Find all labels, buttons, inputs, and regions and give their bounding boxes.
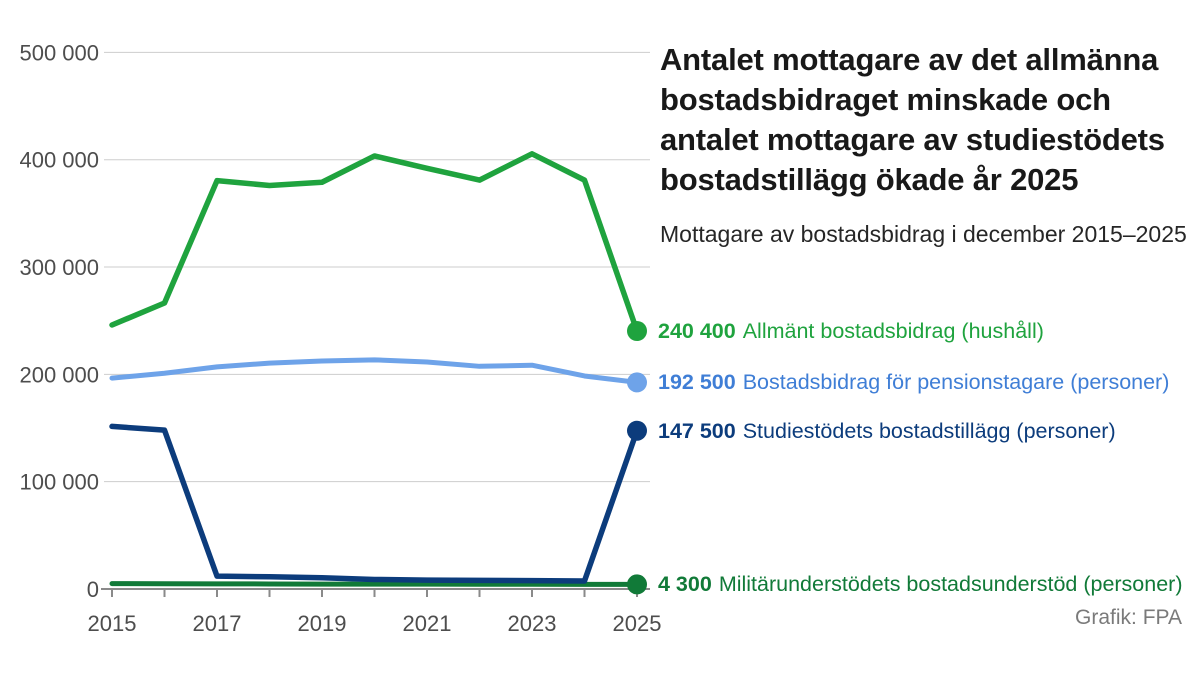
x-tick-label: 2017 [193,611,242,636]
credit: Grafik: FPA [1075,606,1182,629]
title-line: bostadsbidraget minskade och [660,82,1111,117]
legend-label: Studiestödets bostadstillägg (personer) [742,418,1116,443]
y-tick-label: 300 000 [19,255,99,280]
title-line: antalet mottagare av studiestödets [660,122,1165,157]
title-block: Antalet mottagare av det allmänna bostads… [660,40,1195,248]
series-line-pension [109,357,640,385]
x-tick-label: 2021 [403,611,452,636]
x-tick-label: 2025 [613,611,662,636]
y-tick-label: 500 000 [19,40,99,65]
series-line-allmant [109,151,640,334]
series-line-studie [109,423,640,584]
legend-label: Bostadsbidrag för pensionstagare (person… [742,370,1170,395]
legend-item-studie: 147 500 Studiestödets bostadstillägg (per… [658,418,1116,444]
series-end-dot-pension [627,372,647,393]
series-line-militar [109,581,640,587]
x-tick-label: 2023 [508,611,557,636]
legend-item-allmant: 240 400 Allmänt bostadsbidrag (hushåll) [658,318,1044,344]
x-tick-label: 2015 [88,611,137,636]
legend-value: 240 400 [658,319,736,343]
series-end-dot-studie [627,420,647,441]
y-tick-label: 100 000 [19,470,99,495]
title-line: bostadstillägg ökade år 2025 [660,162,1079,197]
y-tick-label: 400 000 [19,148,99,173]
legend-value: 192 500 [658,370,736,395]
title-line: Antalet mottagare av det allmänna [660,42,1159,77]
legend-value: 4 300 [658,572,712,597]
chart-subtitle: Mottagare av bostadsbidrag i december 20… [660,221,1187,247]
y-tick-label: 200 000 [19,362,99,387]
series-end-dot-militar [627,574,647,595]
legend-item-pension: 192 500 Bostadsbidrag för pensionstagare … [658,369,1169,395]
legend-label: Allmänt bostadsbidrag (hushåll) [742,319,1044,343]
legend-item-militar: 4 300 Militärunderstödets bostadsunderstö… [658,571,1183,597]
x-tick-label: 2019 [298,611,347,636]
legend-label: Militärunderstödets bostadsunderstöd (pe… [718,572,1183,597]
chart-title: Antalet mottagare av det allmänna bostads… [660,40,1195,200]
series-end-dot-allmant [627,321,647,342]
legend-value: 147 500 [658,418,736,443]
y-tick-label: 0 [87,577,99,602]
